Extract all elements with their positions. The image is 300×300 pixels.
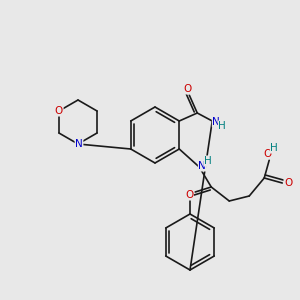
Text: H: H [270,143,278,153]
Text: O: O [55,106,63,116]
Text: N: N [198,161,206,171]
Text: O: O [263,149,272,159]
Text: O: O [284,178,292,188]
Text: N: N [75,139,83,149]
Text: H: H [218,121,226,131]
Text: H: H [204,156,212,166]
Text: O: O [183,84,191,94]
Text: O: O [185,190,194,200]
Text: N: N [212,117,220,127]
